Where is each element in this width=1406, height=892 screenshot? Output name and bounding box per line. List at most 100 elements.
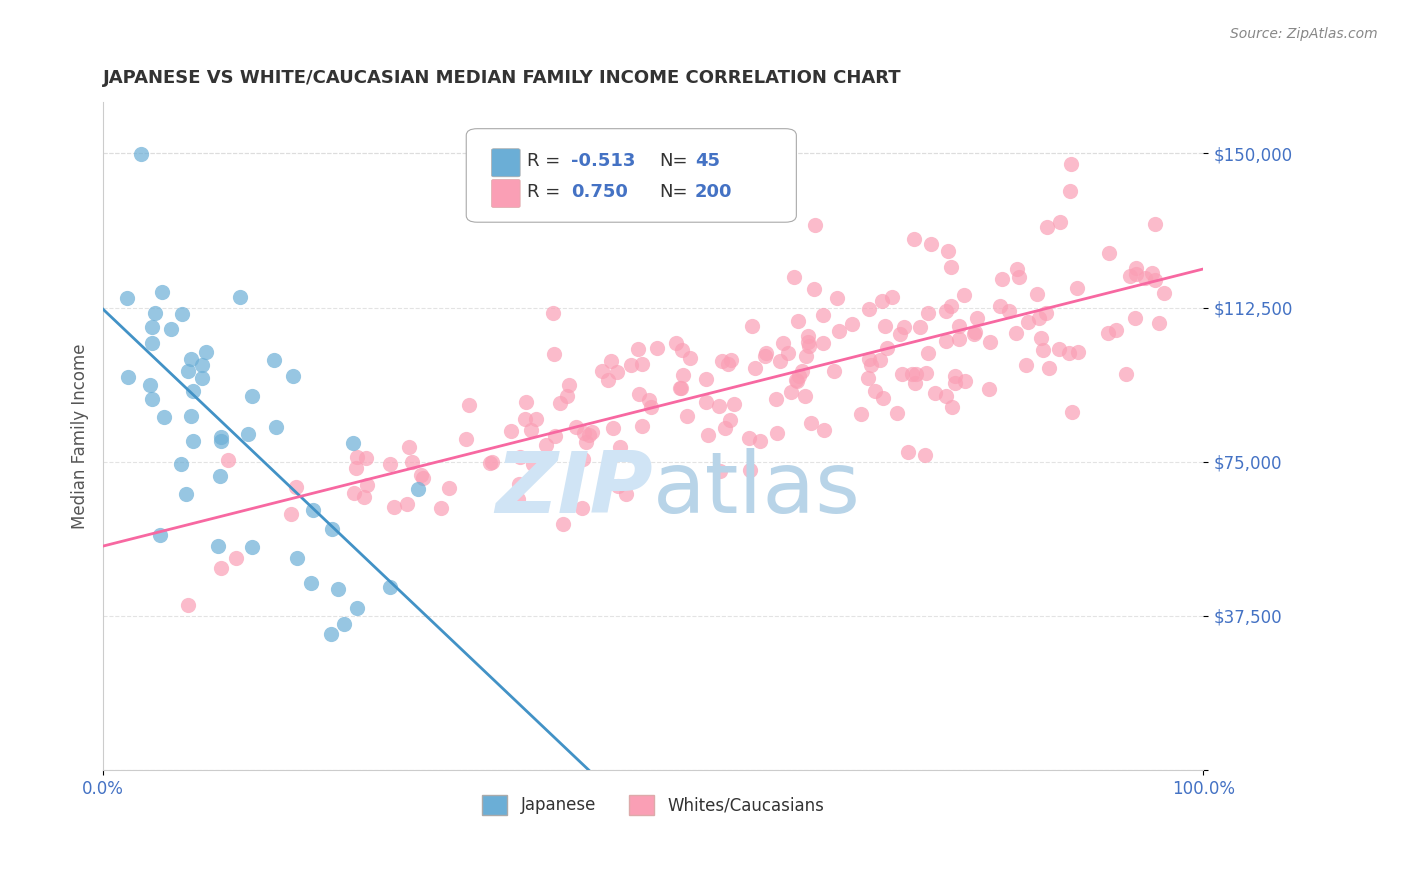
Point bbox=[575, 435, 598, 450]
Point bbox=[904, 376, 927, 391]
Point bbox=[326, 582, 349, 597]
Point bbox=[524, 412, 547, 426]
Point bbox=[382, 500, 405, 515]
Point bbox=[849, 407, 872, 421]
Text: R =: R = bbox=[527, 183, 565, 202]
Point bbox=[321, 627, 343, 641]
Point bbox=[714, 421, 737, 435]
Point bbox=[346, 450, 368, 464]
Point bbox=[1143, 273, 1166, 287]
Point bbox=[1047, 342, 1070, 356]
Point bbox=[1035, 219, 1057, 234]
Point bbox=[876, 341, 898, 355]
Point bbox=[924, 385, 946, 400]
Point bbox=[990, 272, 1012, 286]
Point bbox=[1133, 271, 1156, 285]
Point bbox=[787, 369, 810, 384]
Point bbox=[406, 482, 429, 496]
Point bbox=[977, 382, 1000, 396]
Point bbox=[117, 370, 139, 384]
Text: -0.513: -0.513 bbox=[571, 152, 636, 169]
Point bbox=[872, 391, 894, 405]
Point bbox=[935, 304, 957, 318]
Point bbox=[457, 399, 479, 413]
Point bbox=[886, 406, 908, 420]
Point bbox=[332, 617, 354, 632]
Point bbox=[936, 244, 959, 258]
Point bbox=[609, 440, 631, 454]
Point bbox=[571, 501, 593, 516]
Point bbox=[908, 320, 931, 334]
Point bbox=[181, 384, 204, 399]
Point bbox=[917, 346, 939, 360]
Point bbox=[299, 575, 322, 590]
Point bbox=[150, 285, 173, 300]
FancyBboxPatch shape bbox=[492, 179, 520, 208]
Point bbox=[778, 346, 800, 360]
Point bbox=[863, 384, 886, 399]
Point bbox=[962, 326, 984, 341]
Point bbox=[676, 409, 699, 423]
Point bbox=[858, 301, 880, 316]
Point bbox=[645, 342, 668, 356]
Y-axis label: Median Family Income: Median Family Income bbox=[72, 343, 89, 529]
Point bbox=[711, 353, 734, 368]
Point bbox=[695, 372, 717, 386]
Point bbox=[600, 353, 623, 368]
Point bbox=[1125, 267, 1147, 281]
Point bbox=[209, 434, 232, 449]
Point bbox=[180, 352, 202, 367]
Text: N=: N= bbox=[659, 183, 688, 202]
Point bbox=[191, 371, 214, 385]
Point bbox=[939, 260, 962, 275]
Point bbox=[207, 539, 229, 553]
Point bbox=[401, 455, 423, 469]
Point bbox=[914, 366, 936, 380]
Point bbox=[217, 453, 239, 467]
Point bbox=[430, 500, 453, 515]
Point bbox=[856, 371, 879, 385]
Point bbox=[1005, 326, 1028, 340]
Point bbox=[804, 218, 827, 232]
Point bbox=[117, 292, 139, 306]
Point bbox=[717, 357, 740, 371]
Point bbox=[229, 290, 252, 304]
Point bbox=[1115, 367, 1137, 381]
Point bbox=[606, 365, 628, 379]
Point bbox=[141, 320, 163, 334]
Text: R =: R = bbox=[527, 152, 565, 169]
Point bbox=[1015, 358, 1038, 372]
Point bbox=[979, 334, 1001, 349]
Point bbox=[342, 436, 364, 450]
Point bbox=[943, 369, 966, 384]
Point bbox=[520, 423, 543, 437]
Point bbox=[813, 423, 835, 437]
Point bbox=[870, 294, 893, 309]
Point bbox=[695, 395, 717, 409]
Point bbox=[238, 427, 260, 442]
Point bbox=[1125, 261, 1147, 276]
Point bbox=[506, 491, 529, 506]
Point bbox=[935, 334, 957, 348]
Point bbox=[1153, 285, 1175, 300]
Point bbox=[860, 359, 883, 373]
Point bbox=[620, 358, 643, 372]
Point bbox=[869, 352, 891, 367]
Point bbox=[1140, 266, 1163, 280]
Point bbox=[181, 434, 204, 449]
Point bbox=[709, 399, 731, 413]
Point bbox=[571, 451, 593, 466]
Point bbox=[170, 457, 193, 471]
Point bbox=[941, 299, 963, 313]
Point bbox=[398, 440, 420, 454]
Point bbox=[240, 540, 263, 554]
Point bbox=[697, 428, 720, 442]
Point bbox=[437, 481, 460, 495]
Point bbox=[811, 308, 834, 322]
Point bbox=[194, 344, 217, 359]
Point bbox=[664, 336, 686, 351]
Point bbox=[709, 464, 731, 478]
Point bbox=[1105, 323, 1128, 337]
Point bbox=[785, 373, 807, 387]
Point bbox=[889, 327, 911, 342]
